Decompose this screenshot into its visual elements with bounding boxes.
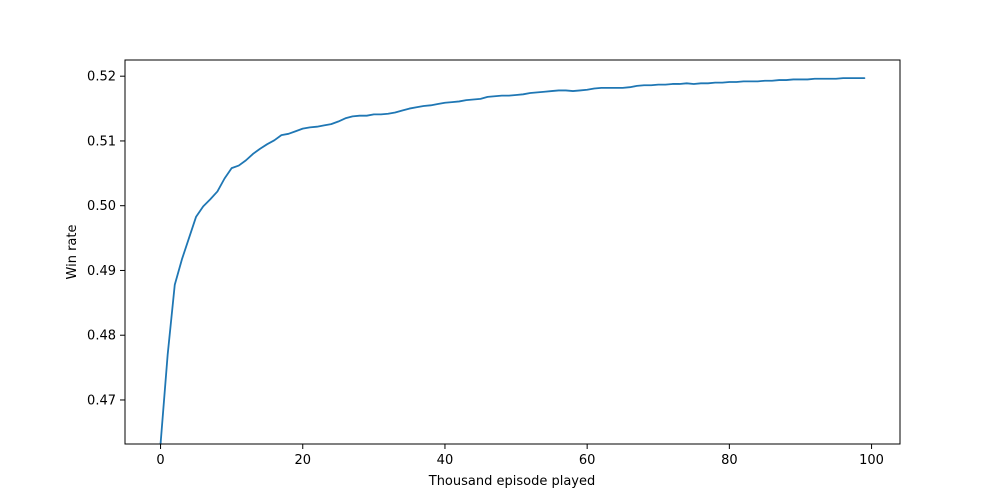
y-tick-label: 0.50 (87, 199, 116, 214)
y-tick-label: 0.52 (87, 70, 116, 85)
y-tick-label: 0.49 (87, 264, 116, 279)
y-tick-label: 0.48 (87, 329, 116, 344)
x-tick-label: 40 (437, 453, 454, 468)
x-tick-label: 60 (579, 453, 596, 468)
axes-frame (124, 59, 901, 445)
x-tick-label: 20 (294, 453, 311, 468)
plot-area (159, 77, 866, 445)
y-tick-label: 0.51 (87, 134, 116, 149)
x-axis-label: Thousand episode played (428, 474, 595, 489)
y-axis: 0.47 0.48 0.49 0.50 0.51 0.52 (87, 70, 125, 408)
x-axis: 0 20 40 60 80 100 (156, 444, 884, 468)
y-tick-label: 0.47 (87, 393, 116, 408)
x-tick-label: 0 (156, 453, 164, 468)
y-axis-label: Win rate (65, 225, 80, 280)
x-tick-label: 100 (859, 453, 884, 468)
x-tick-label: 80 (721, 453, 738, 468)
series-line-0 (159, 77, 866, 445)
